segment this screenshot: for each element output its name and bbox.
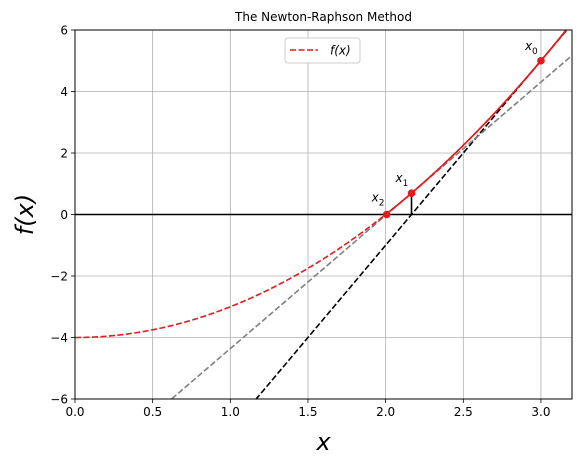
x-tick-label: 1.5: [298, 405, 317, 419]
tangent-line-1: [255, 30, 568, 399]
x-tick-label: 1.0: [221, 405, 240, 419]
chart-title: The Newton-Raphson Method: [234, 10, 412, 24]
legend: f(x): [284, 37, 361, 64]
tangent-line-2: [170, 54, 572, 399]
x-axis-label: x: [315, 428, 331, 456]
legend-box: [284, 37, 361, 64]
y-tick-label: −2: [50, 270, 68, 284]
x-tick-label: 0.0: [65, 405, 84, 419]
y-tick-label: 6: [60, 24, 68, 38]
y-tick-label: 2: [60, 147, 68, 161]
axis-ticks: 0.0 0.5 1.0 1.5 2.0 2.5 3.0 −6 −4 −2 0 2 4 6: [50, 24, 550, 420]
y-tick-label: −4: [50, 331, 68, 345]
y-tick-label: 4: [60, 85, 68, 99]
y-tick-label: 0: [60, 208, 68, 222]
x-tick-label: 0.5: [143, 405, 162, 419]
iterate-subscript: 2: [379, 199, 385, 209]
y-tick-label: −6: [50, 393, 68, 407]
y-axis-label: f(x): [11, 194, 39, 235]
iterate-subscript: 1: [403, 179, 409, 189]
x-tick-label: 2.0: [376, 405, 395, 419]
iterate-subscript: 0: [532, 47, 538, 57]
x-tick-label: 2.5: [454, 405, 473, 419]
iterate-point-1: [407, 189, 416, 197]
iterate-point-2: [382, 210, 391, 219]
x-tick-label: 3.0: [531, 405, 550, 419]
legend-label: f(x): [330, 44, 351, 58]
iterate-point-0: [537, 56, 545, 65]
